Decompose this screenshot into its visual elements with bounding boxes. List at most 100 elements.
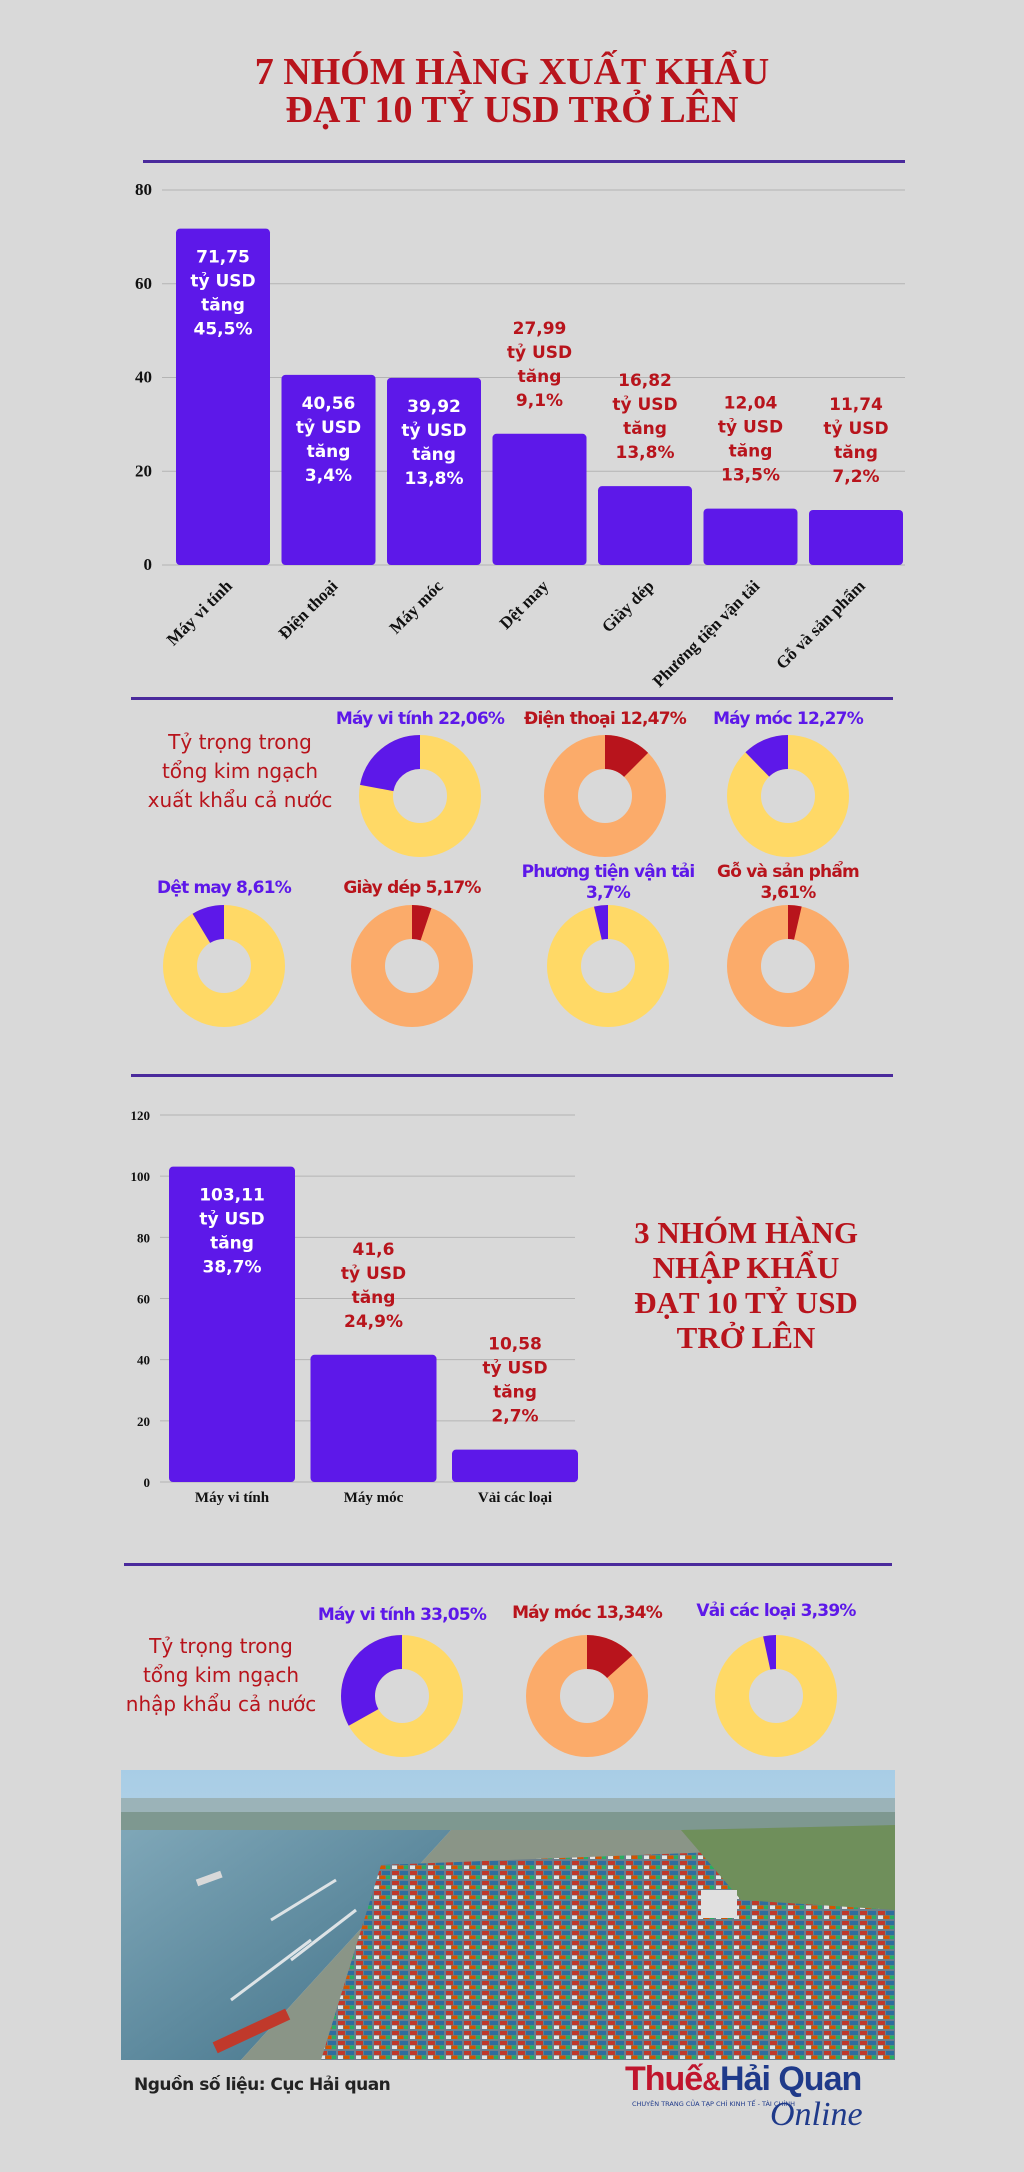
bar bbox=[169, 1166, 295, 1482]
bar-data-label: 24,9% bbox=[344, 1312, 403, 1332]
bar-data-label: tỷ USD bbox=[612, 395, 677, 415]
bar-data-label: tăng bbox=[518, 367, 562, 387]
bar-data-label: 27,99 bbox=[513, 319, 567, 339]
donut-ring bbox=[163, 905, 285, 1027]
bar-data-label: tỷ USD bbox=[718, 418, 783, 438]
import-title: 3 NHÓM HÀNG NHẬP KHẨU ĐẠT 10 TỶ USD TRỞ … bbox=[600, 1215, 892, 1355]
y-tick-label: 80 bbox=[135, 180, 152, 199]
bar bbox=[809, 509, 903, 565]
donut-label: Dệt may 8,61% bbox=[157, 878, 292, 898]
bar-data-label: 2,7% bbox=[491, 1407, 538, 1427]
donut-ring bbox=[351, 905, 473, 1027]
x-tick-label: Giày dép bbox=[598, 576, 658, 636]
import-share-title: Tỷ trọng trong tổng kim ngạch nhập khẩu … bbox=[41, 1632, 401, 1719]
bar bbox=[387, 377, 481, 565]
donut-segment bbox=[727, 735, 849, 857]
import-share-title-line: Tỷ trọng trong bbox=[149, 1634, 293, 1658]
bar-data-label: 13,8% bbox=[405, 469, 464, 489]
donut-label: Vải các loại 3,39% bbox=[696, 1601, 856, 1621]
export-share-title-line: Tỷ trọng trong bbox=[168, 730, 312, 754]
donut-ring bbox=[727, 735, 849, 857]
y-tick-label: 60 bbox=[135, 274, 152, 293]
x-tick-label: Dệt may bbox=[496, 576, 553, 633]
donut-label: Máy móc 13,34% bbox=[512, 1603, 663, 1623]
bar-data-label: 11,74 bbox=[829, 395, 883, 415]
x-tick-label: Máy vi tính bbox=[163, 576, 236, 649]
divider bbox=[131, 697, 893, 700]
bar bbox=[281, 374, 376, 565]
bar-data-label: tỷ USD bbox=[190, 272, 255, 292]
page-title-line-1: 7 NHÓM HÀNG XUẤT KHẨU bbox=[254, 51, 770, 93]
export-share-title: Tỷ trọng trong tổng kim ngạch xuất khẩu … bbox=[60, 728, 420, 815]
donut-label: Máy vi tính 22,06% bbox=[335, 709, 505, 729]
bar-data-label: tỷ USD bbox=[296, 418, 361, 438]
donut-ring bbox=[526, 1635, 648, 1757]
bar-data-label: 38,7% bbox=[203, 1258, 262, 1278]
divider bbox=[131, 1074, 893, 1077]
bar-data-label: 3,4% bbox=[305, 466, 352, 486]
donut-label: Máy vi tính 33,05% bbox=[317, 1605, 487, 1625]
bar-data-label: 9,1% bbox=[516, 391, 563, 411]
x-tick-label: Vải các loại bbox=[478, 1490, 552, 1506]
export-bar-chart: 0 20 40 60 80 Máy vi tính 71,75 tỷ USD tăng 45,5%… bbox=[135, 180, 905, 691]
y-tick-label: 120 bbox=[131, 1108, 151, 1123]
export-share-title-line: tổng kim ngạch bbox=[161, 759, 319, 783]
bar-data-label: tăng bbox=[201, 296, 245, 316]
bar bbox=[310, 1354, 437, 1482]
bar-data-label: tăng bbox=[834, 443, 878, 463]
x-tick-label: Phương tiện vận tải bbox=[649, 576, 764, 691]
bar-data-label: 40,56 bbox=[302, 394, 356, 414]
import-title-line: TRỞ LÊN bbox=[676, 1320, 816, 1355]
brand-logo: Thuế&Hải Quan CHUYÊN TRANG CỦA TẠP CHÍ K… bbox=[625, 2060, 863, 2133]
donut-segment bbox=[341, 1635, 463, 1757]
bar-data-label: 10,58 bbox=[488, 1335, 542, 1355]
source-note: Nguồn số liệu: Cục Hải quan bbox=[134, 2075, 391, 2095]
import-title-line: 3 NHÓM HÀNG bbox=[634, 1215, 858, 1250]
donut-segment bbox=[526, 1635, 648, 1757]
bar-data-label: 39,92 bbox=[407, 397, 461, 417]
bar-data-label: tăng bbox=[623, 419, 667, 439]
bar-data-label: tăng bbox=[412, 445, 456, 465]
bar-data-label: 45,5% bbox=[194, 320, 253, 340]
bar-data-label: 103,11 bbox=[199, 1186, 265, 1206]
bar-data-label: tăng bbox=[493, 1383, 537, 1403]
donut-label: Gỗ và sản phẩm 3,61% bbox=[717, 862, 860, 903]
donut-label: Giày dép 5,17% bbox=[343, 878, 481, 898]
divider bbox=[124, 1563, 892, 1566]
bar-data-label: tỷ USD bbox=[341, 1264, 406, 1284]
x-tick-label: Máy móc bbox=[386, 576, 447, 637]
divider bbox=[143, 160, 905, 163]
bar bbox=[452, 1449, 578, 1482]
bar-data-label: tăng bbox=[210, 1234, 254, 1254]
donut-segment bbox=[715, 1635, 837, 1757]
export-share-title-line: xuất khẩu cả nước bbox=[147, 788, 333, 812]
x-tick-label: Máy móc bbox=[344, 1490, 404, 1506]
donut-segment bbox=[163, 905, 285, 1027]
bar-data-label: 41,6 bbox=[353, 1240, 395, 1260]
donut-ring bbox=[359, 735, 481, 857]
bar-data-label: tăng bbox=[729, 442, 773, 462]
x-tick-label: Điện thoại bbox=[275, 576, 342, 643]
bar-data-label: tăng bbox=[352, 1288, 396, 1308]
import-share-title-line: nhập khẩu cả nước bbox=[125, 1692, 317, 1716]
import-share-title-line: tổng kim ngạch bbox=[142, 1663, 300, 1687]
bar-data-label: 12,04 bbox=[724, 394, 778, 414]
bar-data-label: tỷ USD bbox=[823, 419, 888, 439]
page-title-line-2: ĐẠT 10 TỶ USD TRỞ LÊN bbox=[285, 89, 739, 131]
donut-ring bbox=[544, 735, 666, 857]
bar-data-label: tỷ USD bbox=[507, 343, 572, 363]
y-tick-label: 0 bbox=[144, 1475, 151, 1490]
bar-data-label: tỷ USD bbox=[401, 421, 466, 441]
donut-ring bbox=[727, 905, 849, 1027]
port-photo bbox=[121, 1770, 895, 2060]
bar bbox=[598, 486, 692, 565]
donut-label: Điện thoại 12,47% bbox=[524, 709, 687, 729]
y-tick-label: 20 bbox=[135, 461, 152, 480]
donut-label: Phương tiện vận tải 3,7% bbox=[521, 862, 696, 903]
y-tick-label: 60 bbox=[137, 1292, 150, 1307]
donut-segment bbox=[544, 735, 666, 857]
bar-data-label: tăng bbox=[307, 442, 351, 462]
y-tick-label: 40 bbox=[137, 1353, 150, 1368]
donut-segment bbox=[727, 905, 849, 1027]
bar-data-label: 13,5% bbox=[721, 466, 780, 486]
